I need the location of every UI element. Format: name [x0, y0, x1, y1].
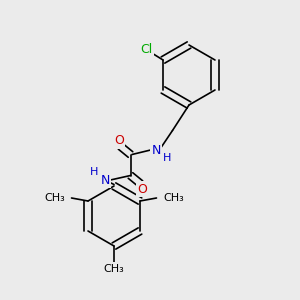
Text: H: H [89, 167, 98, 177]
Text: N: N [151, 143, 161, 157]
Text: O: O [137, 182, 147, 196]
Text: H: H [163, 153, 172, 164]
Text: CH₃: CH₃ [44, 193, 65, 203]
Text: N: N [100, 173, 110, 187]
Text: CH₃: CH₃ [103, 263, 124, 274]
Text: CH₃: CH₃ [163, 193, 184, 203]
Text: Cl: Cl [140, 43, 153, 56]
Text: O: O [114, 134, 124, 148]
